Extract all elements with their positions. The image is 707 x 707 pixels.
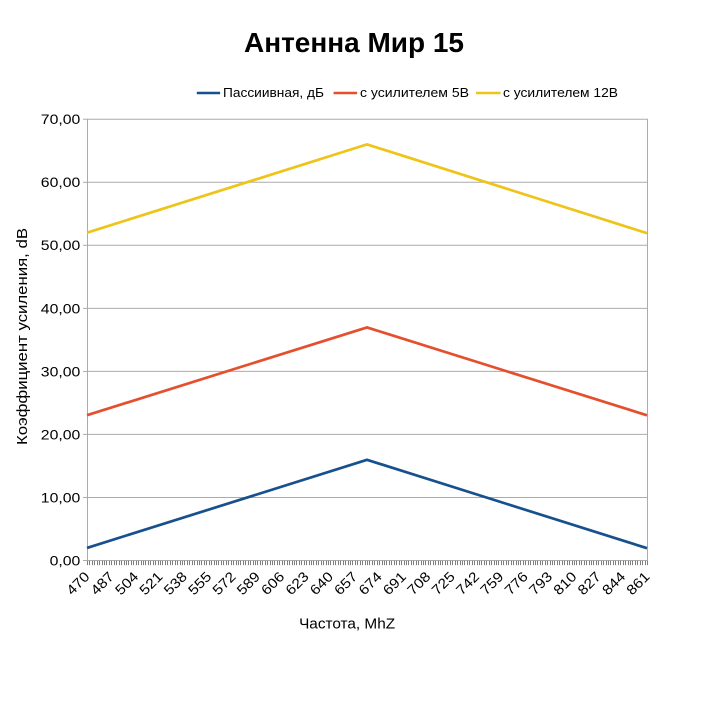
svg-text:10,00: 10,00 [41,489,81,505]
svg-text:Пассиивная, дБ: Пассиивная, дБ [223,85,324,100]
svg-text:Антенна Мир 15: Антенна Мир 15 [244,27,464,58]
svg-text:с усилителем 12В: с усилителем 12В [503,85,618,100]
svg-text:Частота, MhZ: Частота, MhZ [299,617,395,633]
svg-text:50,00: 50,00 [41,237,81,253]
svg-text:30,00: 30,00 [41,363,81,379]
svg-text:60,00: 60,00 [41,174,81,190]
svg-text:с усилителем 5В: с усилителем 5В [360,85,469,100]
svg-text:20,00: 20,00 [41,426,81,442]
svg-text:Коэффициент усиления, dB: Коэффициент усиления, dB [15,228,31,445]
svg-text:70,00: 70,00 [41,111,81,127]
svg-text:40,00: 40,00 [41,300,81,316]
svg-text:0,00: 0,00 [50,552,81,568]
